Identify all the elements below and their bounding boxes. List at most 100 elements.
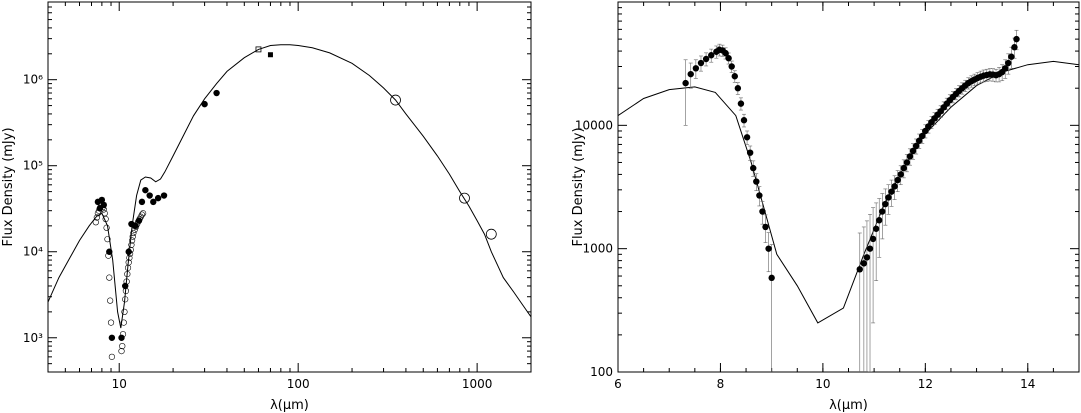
data-point-filled [154, 194, 162, 202]
data-point-filled [731, 73, 738, 80]
data-point-filled [108, 334, 116, 341]
data-point-filled [201, 100, 208, 108]
data-point-filled [768, 274, 775, 282]
y-tick-label: 10⁵ [23, 159, 43, 173]
data-point-filled [160, 192, 168, 199]
data-point-filled [756, 192, 763, 199]
data-point-filled [856, 266, 863, 273]
data-point-open [138, 211, 146, 218]
data-point-open [101, 210, 108, 217]
y-tick-label: 10⁴ [23, 245, 43, 259]
data-point-open [128, 237, 136, 244]
data-point-filled [759, 208, 766, 215]
data-point-filled [702, 55, 710, 63]
data-point-open [122, 287, 130, 295]
data-point-filled [863, 254, 871, 261]
data-point-filled [692, 65, 700, 72]
y-axis-label: Flux Density (mJy) [1, 127, 16, 246]
x-tick-label: 12 [918, 377, 933, 391]
data-point-filled [743, 134, 751, 141]
data-point-filled [872, 225, 880, 232]
data-point-filled [1002, 65, 1009, 72]
y-tick-label: 10⁶ [23, 73, 43, 87]
data-point-open [108, 353, 115, 360]
model-curve [48, 44, 531, 329]
data-point-filled [138, 198, 146, 206]
data-point-filled [150, 198, 157, 206]
data-point-filled [750, 164, 757, 172]
data-point-open [107, 319, 115, 326]
model-curve [618, 60, 1079, 324]
x-tick-label: 100 [287, 377, 310, 391]
data-point-open [103, 224, 110, 231]
data-point-open [92, 219, 99, 226]
data-point-open [106, 274, 113, 281]
data-point-filled [879, 208, 886, 215]
data-point-filled [891, 183, 898, 190]
data-point-filled [722, 49, 729, 57]
data-point-filled [869, 235, 877, 243]
y-tick-label: 10³ [23, 331, 43, 345]
data-point-open [129, 233, 136, 240]
x-tick-label: 1000 [462, 377, 493, 391]
data-point-open [131, 226, 138, 233]
data-point-open [124, 270, 131, 278]
data-layer [48, 44, 531, 360]
data-point-filled [860, 260, 868, 267]
x-axis-label: λ(μm) [829, 398, 868, 413]
data-point-square [267, 52, 273, 58]
data-point-filled [142, 186, 149, 194]
data-point-filled [213, 89, 220, 97]
data-point-open [125, 259, 132, 266]
data-point-open-large [390, 94, 401, 106]
data-point-open [121, 308, 128, 315]
data-point-filled [1013, 35, 1020, 43]
x-tick-label: 8 [717, 377, 725, 391]
data-point-open [120, 319, 127, 326]
data-point-filled [919, 132, 926, 140]
x-tick-label: 10 [112, 377, 127, 391]
data-point-filled [98, 196, 106, 204]
y-tick-label: 10000 [575, 118, 613, 132]
data-point-open [119, 343, 126, 350]
data-point-filled [915, 137, 923, 144]
data-point-open [119, 331, 127, 338]
data-point-open [122, 296, 129, 303]
data-point-filled [900, 164, 908, 172]
data-point-open [132, 223, 140, 230]
data-point-filled [762, 223, 769, 231]
data-point-open [100, 206, 107, 213]
y-tick-label: 100 [590, 365, 613, 379]
data-point-filled [728, 63, 735, 70]
plot-frame [47, 1, 532, 373]
data-point-filled [746, 149, 754, 156]
right-chart-panel: 6 8 10 12 14 100 1000 10000 λ(μm) Flux Density (m… [571, 1, 1080, 413]
data-point-open [123, 278, 130, 285]
data-point-open [105, 252, 112, 259]
data-point-open [130, 229, 137, 237]
data-point-open [127, 246, 134, 254]
data-point-filled [922, 127, 929, 135]
data-point-filled [897, 171, 904, 178]
data-point-filled [146, 192, 153, 199]
data-point-filled [118, 334, 125, 341]
data-point-filled [1011, 44, 1018, 51]
data-point-filled [894, 176, 901, 184]
data-point-filled [740, 117, 748, 124]
data-point-filled [753, 178, 760, 185]
x-tick-label: 14 [1020, 377, 1035, 391]
data-point-filled [903, 159, 911, 166]
x-tick-label: 6 [614, 377, 622, 391]
data-point-open [126, 250, 134, 257]
data-point-filled [725, 55, 732, 62]
data-point-open [93, 214, 100, 221]
data-point-filled [882, 200, 889, 208]
data-point-open [104, 236, 111, 243]
x-tick-label: 10 [815, 377, 830, 391]
data-point-filled [888, 188, 895, 195]
data-point-open [126, 254, 133, 261]
data-point-open-square [255, 46, 262, 53]
y-tick-label: 1000 [582, 242, 613, 256]
data-point-filled [912, 142, 920, 150]
data-point-filled [885, 194, 892, 201]
